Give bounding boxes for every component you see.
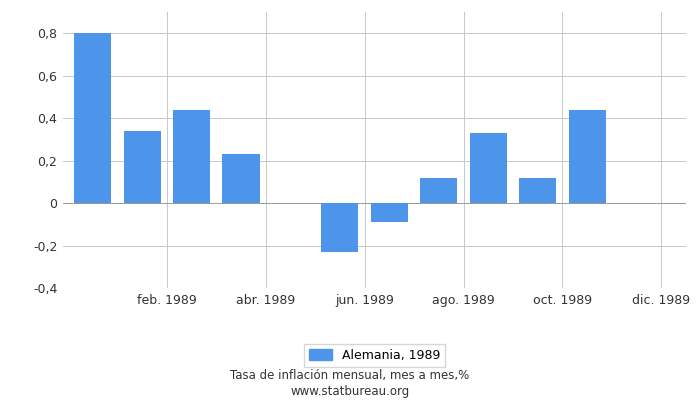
Text: www.statbureau.org: www.statbureau.org <box>290 386 410 398</box>
Bar <box>223 154 260 203</box>
Bar <box>173 110 210 203</box>
Bar <box>519 178 556 203</box>
Bar <box>470 133 507 203</box>
Legend: Alemania, 1989: Alemania, 1989 <box>304 344 445 367</box>
Bar <box>321 203 358 252</box>
Bar <box>371 203 408 222</box>
Text: Tasa de inflación mensual, mes a mes,%: Tasa de inflación mensual, mes a mes,% <box>230 370 470 382</box>
Bar <box>74 33 111 203</box>
Bar <box>124 131 161 203</box>
Bar <box>568 110 606 203</box>
Bar <box>420 178 457 203</box>
